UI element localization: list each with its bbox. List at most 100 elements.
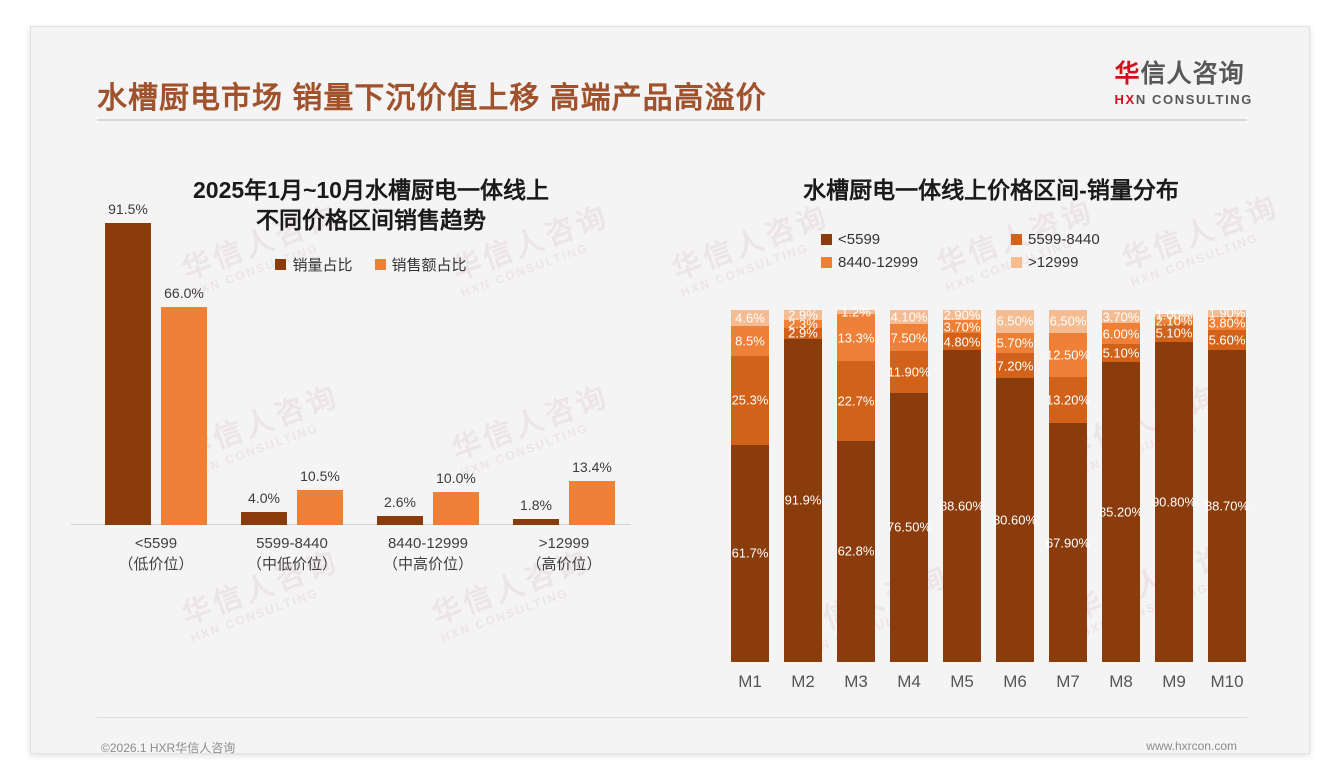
stacked-bar-segment[interactable]: 5.10% <box>1155 324 1193 343</box>
stacked-bar-segment[interactable]: 5.60% <box>1208 330 1246 350</box>
segment-value-label: 61.7% <box>731 545 769 561</box>
segment-value-label: 80.60% <box>992 512 1038 528</box>
footer-divider <box>97 717 1247 718</box>
stacked-bar-segment[interactable]: 4.6% <box>731 309 769 326</box>
stacked-bar-segment[interactable]: 6.00% <box>1102 323 1140 345</box>
stacked-bar: 61.7% 25.3% 8.5% 4.6% <box>731 309 769 662</box>
month-label: M6 <box>1003 672 1027 691</box>
category-label-main: <5599 <box>134 535 178 552</box>
stacked-bar-segment[interactable]: 4.80% <box>943 333 981 351</box>
stacked-bar-segment[interactable]: 62.8% <box>837 440 875 662</box>
stacked-bar-segment[interactable]: 76.50% <box>887 392 931 662</box>
logo-chinese: 华信人咨询 <box>1114 60 1253 89</box>
bar-value-label: 10.5% <box>300 468 340 485</box>
left-chart-panel: 2025年1月~10月水槽厨电一体线上 不同价格区间销售趋势 销量占比 销售额占比 <box>71 175 671 275</box>
stacked-bar-segment[interactable]: 12.50% <box>1046 332 1090 377</box>
right-chart-plot: 61.7% 25.3% 8.5% 4.6% M1 91.9% 2.9% 2.3% 2.9% M2 6… <box>721 305 1261 691</box>
stacked-bar-segment[interactable]: 3.70% <box>943 319 981 335</box>
stacked-bar-segment[interactable]: 5.10% <box>1102 344 1140 363</box>
bar-value-label: 1.8% <box>520 497 552 514</box>
left-chart-title-line1: 2025年1月~10月水槽厨电一体线上 <box>193 177 549 203</box>
segment-value-label: 90.80% <box>1151 494 1197 510</box>
stacked-bar-segment[interactable]: 1.00% <box>1155 308 1193 323</box>
stacked-bar-segment[interactable]: 3.80% <box>1208 315 1246 331</box>
stacked-bar-segment[interactable]: 88.70% <box>1204 349 1250 662</box>
left-legend-item[interactable]: 销售额占比 <box>374 254 467 275</box>
slide-header: 水槽厨电市场 销量下沉价值上移 高端产品高溢价 华信人咨询 HXN CONSUL… <box>31 27 1309 121</box>
bar[interactable] <box>569 480 615 525</box>
bar[interactable] <box>297 490 343 525</box>
right-legend-item[interactable]: 5599-8440 <box>1011 231 1161 248</box>
stacked-bar-segment[interactable]: 80.60% <box>992 378 1038 662</box>
stacked-bar-segment[interactable]: 91.9% <box>784 338 822 662</box>
legend-label: 5599-8440 <box>1028 231 1100 249</box>
category-label: >12999 （高价位） <box>494 533 634 575</box>
month-label: M1 <box>738 672 762 691</box>
segment-value-label: 25.3% <box>731 392 769 408</box>
legend-swatch-icon <box>821 257 832 269</box>
right-legend-item[interactable]: 8440-12999 <box>821 254 971 271</box>
month-label: M2 <box>791 672 815 691</box>
bar[interactable] <box>241 511 287 525</box>
stacked-bar-segment[interactable]: 1.2% <box>837 305 875 320</box>
stacked-bar-segment[interactable]: 13.3% <box>837 314 875 362</box>
stacked-bar-segment[interactable]: 11.90% <box>887 350 931 393</box>
bar-group: 2.6% 10.0% <box>361 177 497 525</box>
bar[interactable] <box>377 516 423 525</box>
stacked-bar-segment[interactable]: 85.20% <box>1099 362 1143 662</box>
stacked-bar-segment[interactable]: 2.3% <box>784 317 822 332</box>
segment-value-label: 7.20% <box>996 358 1034 374</box>
segment-value-label: 3.80% <box>1208 315 1246 331</box>
bar-group: 4.0% 10.5% <box>225 177 361 525</box>
stacked-bar-segment[interactable]: 2.90% <box>943 308 981 323</box>
stacked-bar-segment[interactable]: 7.20% <box>996 352 1034 379</box>
stacked-bar-segment[interactable]: 90.80% <box>1151 342 1197 662</box>
stacked-bar-segment[interactable]: 3.70% <box>1102 309 1140 324</box>
bar[interactable] <box>433 491 479 525</box>
stacked-bar-segment[interactable]: 22.7% <box>837 361 875 441</box>
left-chart-title: 2025年1月~10月水槽厨电一体线上 不同价格区间销售趋势 <box>71 175 671 236</box>
logo-english-rest: N CONSULTING <box>1135 91 1253 107</box>
stacked-bar-segment[interactable]: 61.7% <box>731 444 769 662</box>
stacked-bar-segment[interactable]: 2.9% <box>784 326 822 341</box>
segment-value-label: 88.70% <box>1204 498 1250 514</box>
segment-value-label: 3.70% <box>943 319 981 335</box>
stacked-bar-segment[interactable]: 67.90% <box>1046 423 1090 662</box>
stacked-bar-segment[interactable]: 88.60% <box>940 350 984 662</box>
right-legend-item[interactable]: <5599 <box>821 231 971 248</box>
stacked-bar-segment[interactable]: 4.10% <box>890 310 928 325</box>
footer-copyright: ©2026.1 HXR华信人咨询 <box>101 741 236 755</box>
slide-card: 水槽厨电市场 销量下沉价值上移 高端产品高溢价 华信人咨询 HXN CONSUL… <box>30 26 1310 755</box>
bar[interactable] <box>161 306 207 525</box>
stacked-bar-segment[interactable]: 6.50% <box>996 310 1034 333</box>
logo-chinese-rest: 信人咨询 <box>1140 60 1245 88</box>
segment-value-label: 4.6% <box>735 310 765 326</box>
stacked-bar-segment[interactable]: 13.20% <box>1046 376 1090 423</box>
left-chart-plot: 91.5% 66.0% <5599 （低价位） 4.0% 10.5% 5599-8440 （中… <box>71 177 631 573</box>
segment-value-label: 13.3% <box>837 330 875 346</box>
stacked-bar-segment[interactable]: 25.3% <box>731 355 769 445</box>
segment-value-label: 11.90% <box>887 364 931 380</box>
stacked-bar-segment[interactable]: 2.9% <box>784 308 822 323</box>
stacked-bar-segment[interactable]: 2.10% <box>1155 313 1193 328</box>
left-chart-title-line2: 不同价格区间销售趋势 <box>256 207 486 234</box>
logo-chinese-highlight: 华 <box>1114 60 1141 88</box>
category-label: <5599 （低价位） <box>86 533 226 575</box>
stacked-bar-segment[interactable]: 6.50% <box>1049 309 1087 333</box>
month-label: M9 <box>1162 672 1186 691</box>
bar[interactable] <box>513 519 559 525</box>
segment-value-label: 8.5% <box>735 333 765 349</box>
right-legend-item[interactable]: >12999 <box>1011 254 1161 271</box>
stacked-bar-segment[interactable]: 1.90% <box>1208 306 1246 321</box>
stacked-bar-segment[interactable]: 8.5% <box>731 325 769 356</box>
right-chart-legend: <5599 5599-8440 8440-12999 >12999 <box>711 231 1271 271</box>
bar[interactable] <box>105 222 151 525</box>
bar-value-label: 13.4% <box>572 458 612 475</box>
logo-english-highlight: HX <box>1114 91 1136 107</box>
stacked-bar: 62.8% 22.7% 13.3% 1.2% <box>837 305 875 662</box>
bar-value-label: 4.0% <box>248 489 280 506</box>
left-legend-item[interactable]: 销量占比 <box>275 254 353 275</box>
stacked-bar-segment[interactable]: 7.50% <box>890 324 928 351</box>
legend-label: <5599 <box>838 231 881 249</box>
stacked-bar-segment[interactable]: 5.70% <box>996 332 1034 353</box>
